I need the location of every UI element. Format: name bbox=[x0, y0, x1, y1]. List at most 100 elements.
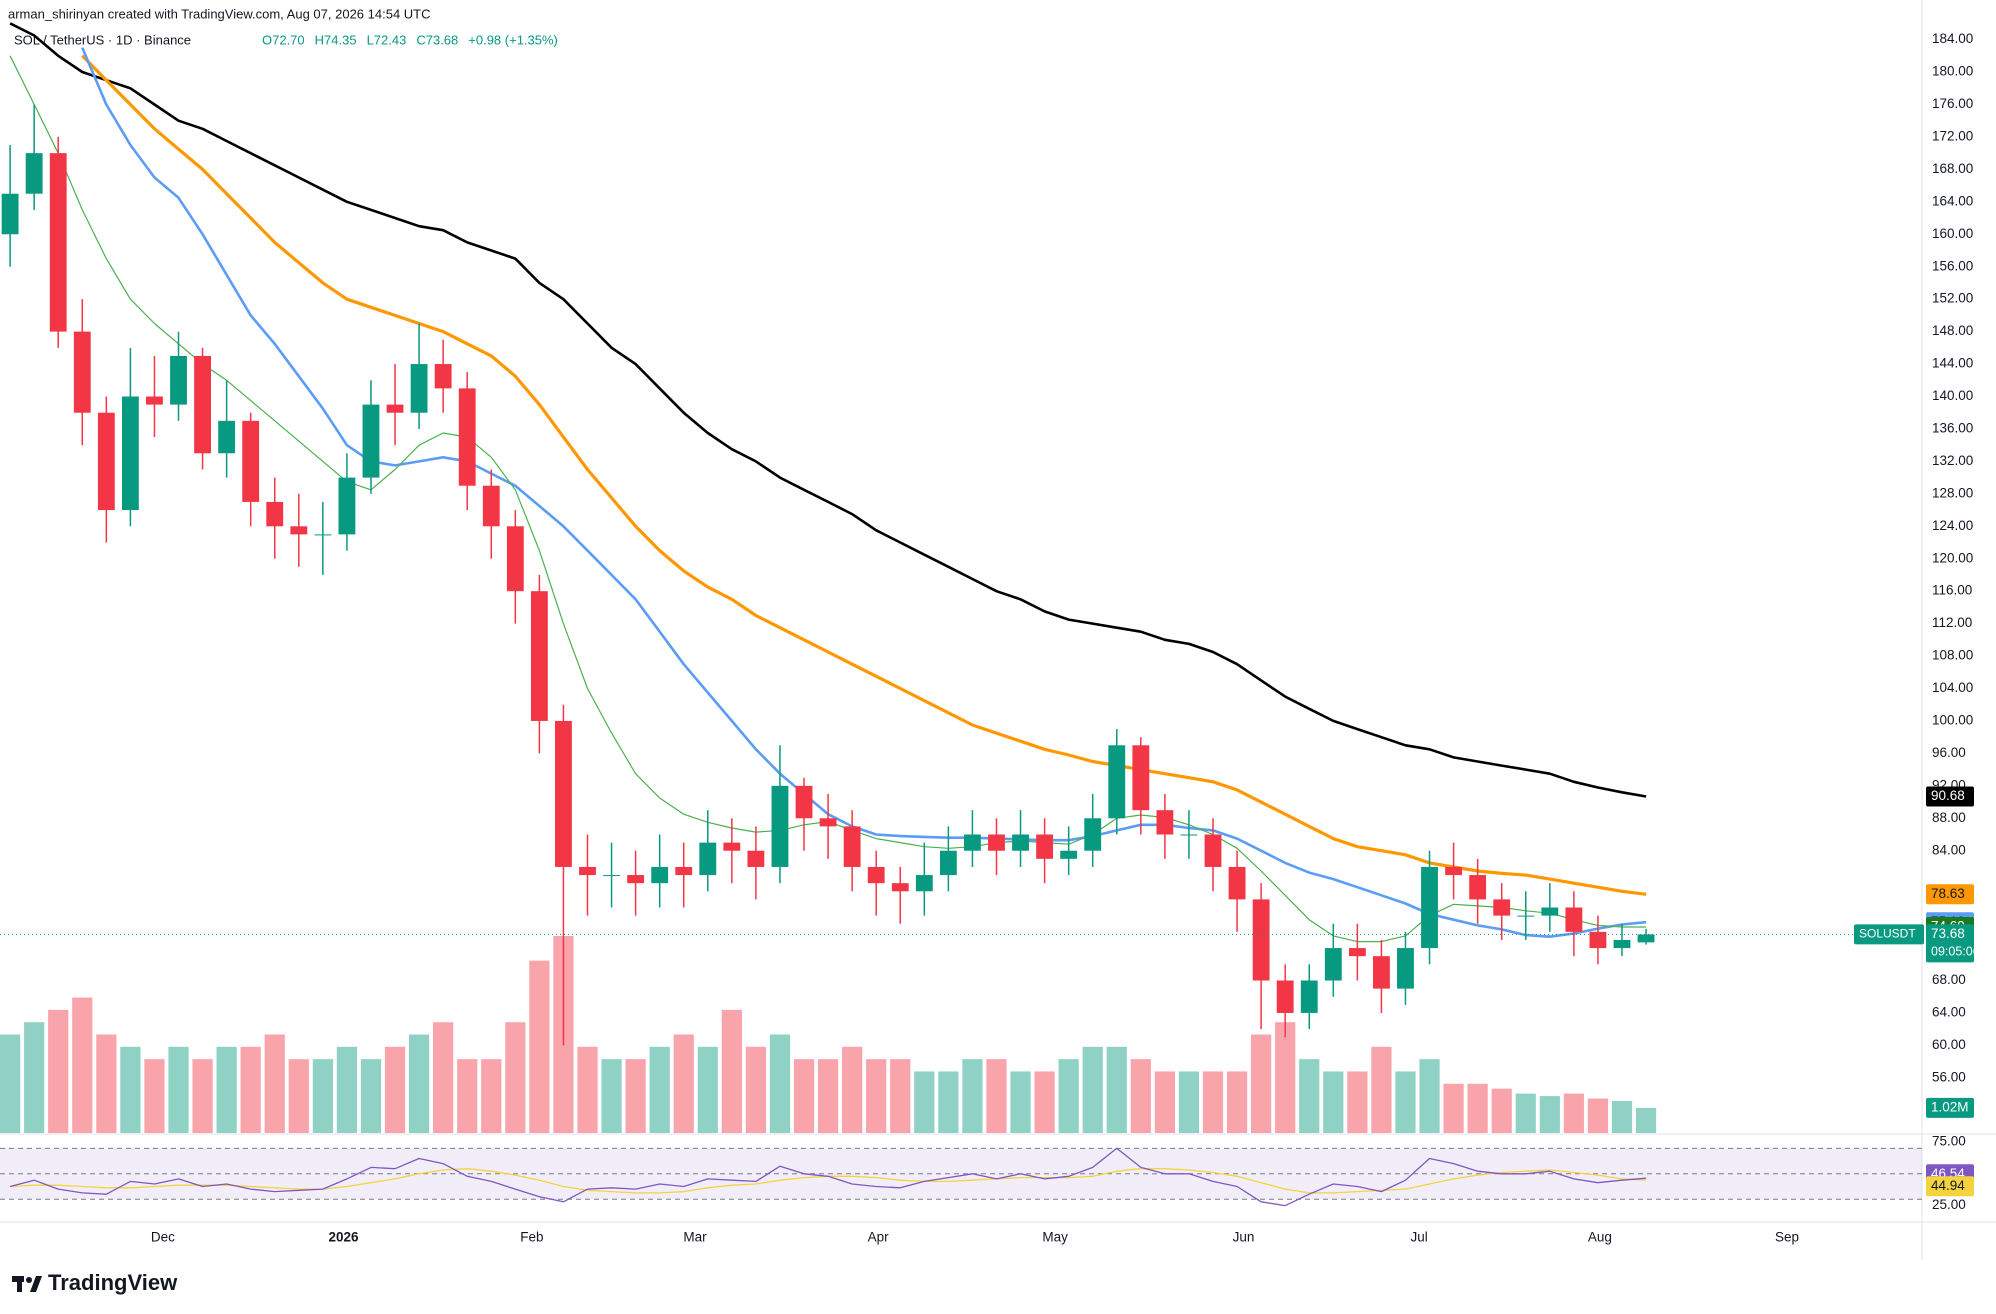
symbol-badge-bg bbox=[1854, 924, 1924, 945]
volume-bar bbox=[1299, 1059, 1320, 1133]
volume-bar bbox=[986, 1059, 1007, 1133]
candle-body bbox=[386, 404, 404, 413]
candle-body bbox=[723, 842, 741, 851]
rsi-tick-label: 25.00 bbox=[1932, 1197, 1966, 1212]
volume-bar bbox=[697, 1046, 718, 1133]
y-tick-label: 116.00 bbox=[1932, 583, 1972, 598]
symbol-badge: SOLUSDT bbox=[1859, 927, 1916, 941]
y-tick-label: 68.00 bbox=[1932, 972, 1966, 987]
candle-body bbox=[1300, 980, 1318, 1013]
candle-body bbox=[146, 396, 163, 405]
volume-bar bbox=[1106, 1046, 1127, 1133]
volume-bar bbox=[1515, 1093, 1536, 1133]
x-tick-label: Feb bbox=[520, 1230, 543, 1245]
symbol: SOL / TetherUS · 1D · Binance bbox=[14, 32, 191, 47]
volume-bar bbox=[745, 1046, 767, 1133]
candle-body bbox=[1541, 907, 1559, 916]
candle-body bbox=[458, 388, 476, 486]
x-tick-label: Mar bbox=[683, 1230, 707, 1245]
candle-body bbox=[1252, 899, 1270, 981]
ma-badge-bg bbox=[1926, 884, 1974, 905]
candle-body bbox=[1324, 948, 1342, 981]
y-tick-label: 120.00 bbox=[1932, 550, 1973, 565]
y-tick-label: 140.00 bbox=[1932, 388, 1973, 403]
candle-body bbox=[579, 866, 596, 876]
moving-average bbox=[81, 47, 1647, 938]
volume-bar bbox=[1611, 1100, 1633, 1133]
volume-bar bbox=[312, 1059, 333, 1133]
volume-bar bbox=[288, 1059, 309, 1133]
volume-bar bbox=[336, 1046, 358, 1133]
ma-badge: 78.63 bbox=[1931, 886, 1965, 901]
candle-body bbox=[771, 785, 789, 867]
volume-bar bbox=[1034, 1071, 1055, 1133]
x-tick-label: Dec bbox=[151, 1230, 175, 1245]
volume-bar bbox=[457, 1059, 478, 1133]
volume-bar bbox=[24, 1022, 45, 1133]
x-tick-label: May bbox=[1042, 1230, 1068, 1245]
x-tick-label: Jun bbox=[1233, 1230, 1255, 1245]
volume-bar bbox=[216, 1046, 237, 1133]
ohlc-value: L72.43 bbox=[367, 32, 407, 47]
price-badge: 73.68 bbox=[1931, 926, 1965, 941]
volume-bar bbox=[1467, 1083, 1488, 1133]
volume-bar bbox=[72, 997, 93, 1133]
volume-bar bbox=[938, 1071, 959, 1133]
candle-body bbox=[1493, 899, 1511, 916]
candle-body bbox=[1565, 907, 1583, 932]
volume-bar bbox=[384, 1046, 406, 1133]
candle-body bbox=[1156, 810, 1174, 835]
candle-body bbox=[988, 834, 1005, 851]
volume-bar bbox=[1563, 1093, 1584, 1133]
ohlc-value: O72.70 bbox=[262, 32, 305, 47]
volume-bar bbox=[1275, 1022, 1296, 1133]
candle-body bbox=[1228, 866, 1246, 900]
volume-bar bbox=[1251, 1034, 1272, 1133]
candle-body bbox=[314, 534, 332, 536]
candle-body bbox=[1, 193, 19, 235]
rsi-line bbox=[9, 1147, 1647, 1207]
candle-body bbox=[1060, 850, 1078, 859]
x-tick-label: Aug bbox=[1588, 1230, 1612, 1245]
candle-body bbox=[1108, 745, 1126, 819]
candle-body bbox=[194, 355, 211, 454]
candle-body bbox=[1348, 948, 1366, 957]
rsi-tick-label: 75.00 bbox=[1932, 1134, 1966, 1149]
logo-text: TradingView bbox=[48, 1270, 178, 1295]
candle-body bbox=[1445, 866, 1463, 876]
y-tick-label: 128.00 bbox=[1932, 485, 1973, 500]
volume-bar bbox=[1587, 1098, 1609, 1133]
volume-bar bbox=[505, 1022, 526, 1133]
candle-body bbox=[121, 396, 139, 511]
candle-body bbox=[242, 420, 260, 502]
volume-bar bbox=[360, 1059, 382, 1133]
y-tick-label: 64.00 bbox=[1932, 1005, 1966, 1020]
volume-bar bbox=[529, 960, 550, 1133]
volume-bar bbox=[1539, 1096, 1560, 1133]
candle-body bbox=[170, 355, 187, 405]
candle-body bbox=[555, 720, 572, 867]
volume-bar bbox=[1323, 1071, 1344, 1133]
candle-body bbox=[1276, 980, 1294, 1013]
credit: arman_shirinyan created with TradingView… bbox=[8, 6, 431, 21]
volume-bar bbox=[0, 1034, 21, 1133]
candle-body bbox=[290, 526, 308, 535]
candle-body bbox=[1613, 939, 1631, 949]
candle-body bbox=[73, 331, 91, 413]
y-tick-label: 184.00 bbox=[1932, 31, 1973, 46]
candle-body bbox=[49, 153, 67, 332]
price-pane bbox=[1, 22, 1655, 1046]
rsi-badge-bg bbox=[1926, 1176, 1974, 1197]
volume-badge-bg bbox=[1926, 1097, 1974, 1118]
candle-body bbox=[1589, 931, 1607, 949]
x-tick-label: 2026 bbox=[329, 1230, 360, 1245]
candle-body bbox=[506, 526, 524, 592]
x-tick-label: Sep bbox=[1775, 1230, 1799, 1245]
candle-body bbox=[362, 404, 380, 478]
candle-body bbox=[338, 477, 356, 535]
candle-body bbox=[1132, 745, 1150, 811]
ohlc-value: H74.35 bbox=[315, 32, 357, 47]
y-tick-label: 100.00 bbox=[1932, 713, 1973, 728]
